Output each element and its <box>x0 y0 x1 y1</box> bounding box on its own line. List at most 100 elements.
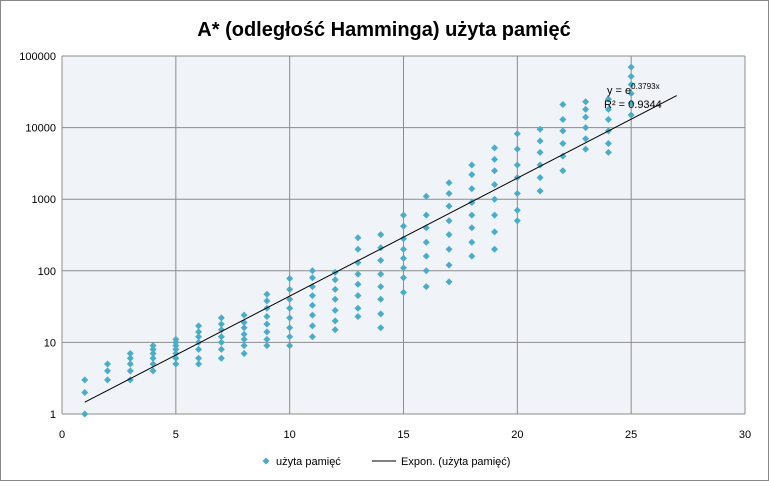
point <box>331 326 339 334</box>
point <box>263 297 271 305</box>
point <box>377 256 385 264</box>
point <box>217 320 225 328</box>
point <box>354 259 362 267</box>
point <box>468 211 476 219</box>
point <box>263 328 271 336</box>
point <box>104 376 112 384</box>
point <box>217 345 225 353</box>
point <box>81 388 89 396</box>
point <box>308 322 316 330</box>
point <box>331 306 339 314</box>
point <box>308 301 316 309</box>
point <box>400 288 407 296</box>
point <box>354 292 362 300</box>
point <box>195 354 203 362</box>
point <box>468 171 476 179</box>
point <box>263 342 271 350</box>
x-tick-label: 5 <box>173 429 179 441</box>
point <box>604 115 612 123</box>
trend-line <box>84 95 677 403</box>
trend-equation: y = e0.3793x <box>607 82 660 97</box>
equation-exponent: 0.3793x <box>631 82 659 91</box>
point <box>627 72 635 80</box>
point <box>582 105 590 113</box>
point <box>354 304 362 312</box>
point <box>559 101 567 109</box>
x-tick-label: 30 <box>739 429 751 441</box>
point <box>195 322 203 330</box>
point <box>445 179 453 187</box>
point <box>627 89 635 97</box>
point <box>149 354 157 362</box>
point <box>422 267 430 275</box>
point <box>582 98 590 106</box>
point <box>308 333 316 341</box>
point <box>331 285 339 293</box>
point <box>400 222 407 230</box>
point <box>627 99 635 107</box>
point <box>536 174 544 182</box>
point <box>559 139 567 147</box>
point <box>559 115 567 123</box>
point <box>104 367 112 375</box>
point <box>513 217 521 225</box>
point <box>126 360 134 368</box>
point <box>354 245 362 253</box>
point <box>400 245 407 253</box>
point <box>286 342 294 350</box>
point <box>627 111 635 119</box>
point <box>240 335 248 343</box>
point <box>149 367 157 375</box>
legend-label: Expon. (użyta pamięć) <box>401 456 510 468</box>
point <box>468 161 476 169</box>
point <box>513 190 521 198</box>
point <box>491 181 499 189</box>
x-tick-label: 20 <box>511 429 523 441</box>
point <box>195 345 203 353</box>
point <box>195 333 203 341</box>
point <box>172 360 180 368</box>
point <box>445 217 453 225</box>
point <box>172 345 180 353</box>
point <box>491 228 499 236</box>
point <box>536 137 544 145</box>
point <box>286 285 294 293</box>
point <box>422 238 430 246</box>
equation-text: y = e <box>607 85 631 97</box>
point <box>400 211 407 219</box>
y-tick-label: 100000 <box>19 51 56 63</box>
point <box>559 127 567 135</box>
point <box>308 267 316 275</box>
legend-label: użyta pamięć <box>276 456 341 468</box>
point <box>468 252 476 260</box>
point <box>536 148 544 156</box>
point <box>400 235 407 243</box>
point <box>240 311 248 319</box>
point <box>286 333 294 341</box>
point <box>468 185 476 193</box>
point <box>422 211 430 219</box>
point <box>126 367 134 375</box>
point <box>468 238 476 246</box>
y-tick-label: 100 <box>38 266 56 278</box>
point <box>536 125 544 133</box>
point <box>445 231 453 239</box>
point <box>149 349 157 357</box>
point <box>422 252 430 260</box>
point <box>559 167 567 175</box>
point <box>126 349 134 357</box>
point <box>400 274 407 282</box>
point <box>149 342 157 350</box>
point <box>468 224 476 232</box>
point <box>263 290 271 298</box>
point <box>240 349 248 357</box>
y-tick-label: 10 <box>44 337 56 349</box>
point <box>149 345 157 353</box>
point <box>513 145 521 153</box>
point <box>286 275 294 283</box>
point <box>354 234 362 242</box>
point <box>445 190 453 198</box>
x-tick-label: 0 <box>59 429 65 441</box>
point <box>513 161 521 169</box>
point <box>195 328 203 336</box>
